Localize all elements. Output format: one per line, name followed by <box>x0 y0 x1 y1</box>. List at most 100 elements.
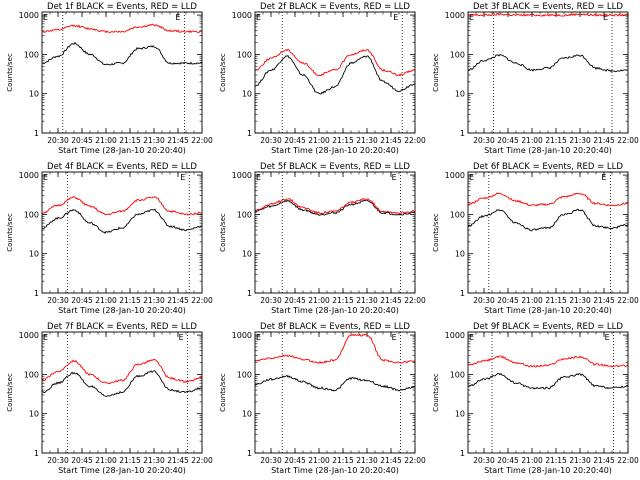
x-tick-label: 20:45 <box>71 456 93 465</box>
y-tick-label: 100 <box>237 210 252 219</box>
series-events-line <box>41 41 203 66</box>
x-tick-label: 22:00 <box>404 296 426 305</box>
plot-frame <box>41 171 203 294</box>
x-tick-label: 20:45 <box>497 296 519 305</box>
y-axis-label: Counts/sec <box>432 53 440 92</box>
plot-frame <box>254 331 416 454</box>
x-tick-label: 21:30 <box>143 456 165 465</box>
x-tick-label: 22:00 <box>617 456 639 465</box>
marker-label: E <box>392 333 397 342</box>
x-tick-label: 21:45 <box>380 136 402 145</box>
x-tick-label: 22:00 <box>191 136 213 145</box>
det-panel-7: Det 7f BLACK = Events, RED = LLD Counts/s… <box>6 322 213 475</box>
marker-label: E <box>180 173 185 182</box>
x-tick-label: 21:45 <box>593 296 615 305</box>
x-axis-label: Start Time (28-Jan-10 20:20:40) <box>58 146 186 155</box>
x-tick-label: 20:30 <box>473 296 495 305</box>
det-panel-2: Det 2f BLACK = Events, RED = LLD Counts/s… <box>219 2 426 155</box>
x-tick-label: 21:00 <box>308 296 330 305</box>
y-tick-label: 100 <box>24 210 39 219</box>
x-tick-label: 21:30 <box>569 296 591 305</box>
y-tick-label: 100 <box>24 370 39 379</box>
x-tick-label: 21:45 <box>380 296 402 305</box>
x-tick-label: 20:30 <box>260 136 282 145</box>
y-tick-label: 10 <box>242 250 252 259</box>
x-axis-label: Start Time (28-Jan-10 20:20:40) <box>484 146 612 155</box>
marker-label: E <box>43 333 48 342</box>
x-tick-label: 21:45 <box>593 136 615 145</box>
x-tick-label: 21:45 <box>167 456 189 465</box>
y-tick-label: 100 <box>450 370 465 379</box>
x-tick-label: 21:30 <box>569 136 591 145</box>
y-tick-label: 1000 <box>445 11 465 20</box>
x-tick-label: 21:45 <box>380 456 402 465</box>
y-tick-label: 10 <box>29 410 39 419</box>
series-events-line <box>467 53 629 73</box>
marker-label: E <box>256 13 261 22</box>
det-panel-9: Det 9f BLACK = Events, RED = LLD Counts/s… <box>432 322 639 475</box>
series-lld-line <box>467 355 629 368</box>
series-lld-line <box>254 333 416 364</box>
y-tick-label: 1 <box>460 449 465 458</box>
y-tick-label: 1 <box>34 449 39 458</box>
x-axis-label: Start Time (28-Jan-10 20:20:40) <box>271 306 399 315</box>
panel-title: Det 4f BLACK = Events, RED = LLD <box>47 162 197 172</box>
y-tick-label: 1 <box>460 129 465 138</box>
x-tick-label: 21:30 <box>569 456 591 465</box>
x-tick-label: 21:30 <box>143 136 165 145</box>
y-tick-label: 10 <box>29 90 39 99</box>
y-tick-label: 1 <box>247 289 252 298</box>
det-panel-5: Det 5f BLACK = Events, RED = LLD Counts/s… <box>219 162 426 315</box>
panel-title: Det 8f BLACK = Events, RED = LLD <box>260 322 410 332</box>
y-axis-label: Counts/sec <box>219 213 227 252</box>
y-tick-label: 10 <box>455 250 465 259</box>
y-axis-label: Counts/sec <box>6 373 14 412</box>
y-tick-label: 1000 <box>232 11 252 20</box>
x-tick-label: 21:15 <box>119 456 141 465</box>
y-tick-label: 10 <box>242 90 252 99</box>
series-lld-line <box>254 198 415 215</box>
x-tick-label: 20:45 <box>497 136 519 145</box>
y-axis-label: Counts/sec <box>219 373 227 412</box>
plot-frame <box>254 11 416 134</box>
series-lld-line <box>41 23 203 34</box>
panel-title: Det 5f BLACK = Events, RED = LLD <box>260 162 410 172</box>
det-panel-6: Det 6f BLACK = Events, RED = LLD Counts/s… <box>432 162 639 315</box>
plot-frame <box>254 171 416 294</box>
series-lld-line <box>467 12 629 17</box>
panel-title: Det 1f BLACK = Events, RED = LLD <box>47 2 197 12</box>
x-tick-label: 21:30 <box>356 136 378 145</box>
marker-label: E <box>392 173 397 182</box>
y-axis-label: Counts/sec <box>6 53 14 92</box>
x-tick-label: 22:00 <box>617 136 639 145</box>
y-axis-label: Counts/sec <box>432 373 440 412</box>
x-tick-label: 20:45 <box>284 296 306 305</box>
x-tick-label: 21:45 <box>593 456 615 465</box>
x-tick-label: 20:30 <box>47 456 69 465</box>
x-axis-label: Start Time (28-Jan-10 20:20:40) <box>484 466 612 475</box>
series-events-line <box>254 199 416 216</box>
y-tick-label: 100 <box>450 210 465 219</box>
y-tick-label: 1000 <box>445 331 465 340</box>
plot-frame <box>41 331 203 454</box>
x-tick-label: 20:30 <box>47 136 69 145</box>
x-tick-label: 21:30 <box>356 296 378 305</box>
series-events-line <box>41 208 203 234</box>
marker-label: E <box>469 13 474 22</box>
y-tick-label: 1000 <box>19 331 39 340</box>
marker-label: E <box>256 333 261 342</box>
series-events-line <box>467 372 629 390</box>
y-tick-label: 1000 <box>19 171 39 180</box>
x-tick-label: 21:00 <box>521 456 543 465</box>
x-tick-label: 21:00 <box>95 296 117 305</box>
marker-label: E <box>393 13 398 22</box>
x-tick-label: 20:30 <box>260 296 282 305</box>
y-tick-label: 100 <box>237 370 252 379</box>
x-axis-label: Start Time (28-Jan-10 20:20:40) <box>271 466 399 475</box>
marker-label: E <box>175 13 180 22</box>
y-axis-label: Counts/sec <box>6 213 14 252</box>
panel-title: Det 3f BLACK = Events, RED = LLD <box>473 2 623 12</box>
x-tick-label: 21:15 <box>545 296 567 305</box>
x-tick-label: 21:15 <box>332 296 354 305</box>
series-lld-line <box>41 195 203 216</box>
